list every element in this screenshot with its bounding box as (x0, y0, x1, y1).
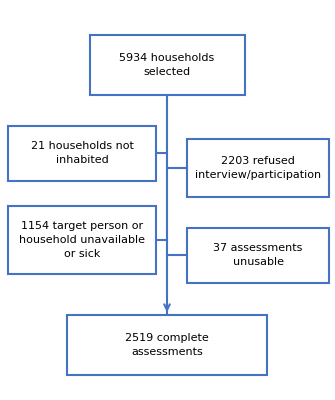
Bar (187, 139, 329, 197)
Text: 21 households not
inhabited: 21 households not inhabited (30, 141, 133, 165)
Bar (89, 35, 245, 95)
Text: 2519 complete
assessments: 2519 complete assessments (125, 333, 209, 357)
Text: 37 assessments
unusable: 37 assessments unusable (213, 243, 303, 267)
Bar (8, 126, 156, 180)
Bar (67, 315, 267, 375)
Text: 2203 refused
interview/participation: 2203 refused interview/participation (195, 156, 321, 180)
Text: 5934 households
selected: 5934 households selected (119, 53, 215, 77)
Bar (8, 206, 156, 274)
Text: 1154 target person or
household unavailable
or sick: 1154 target person or household unavaila… (19, 221, 145, 259)
Bar (187, 228, 329, 282)
